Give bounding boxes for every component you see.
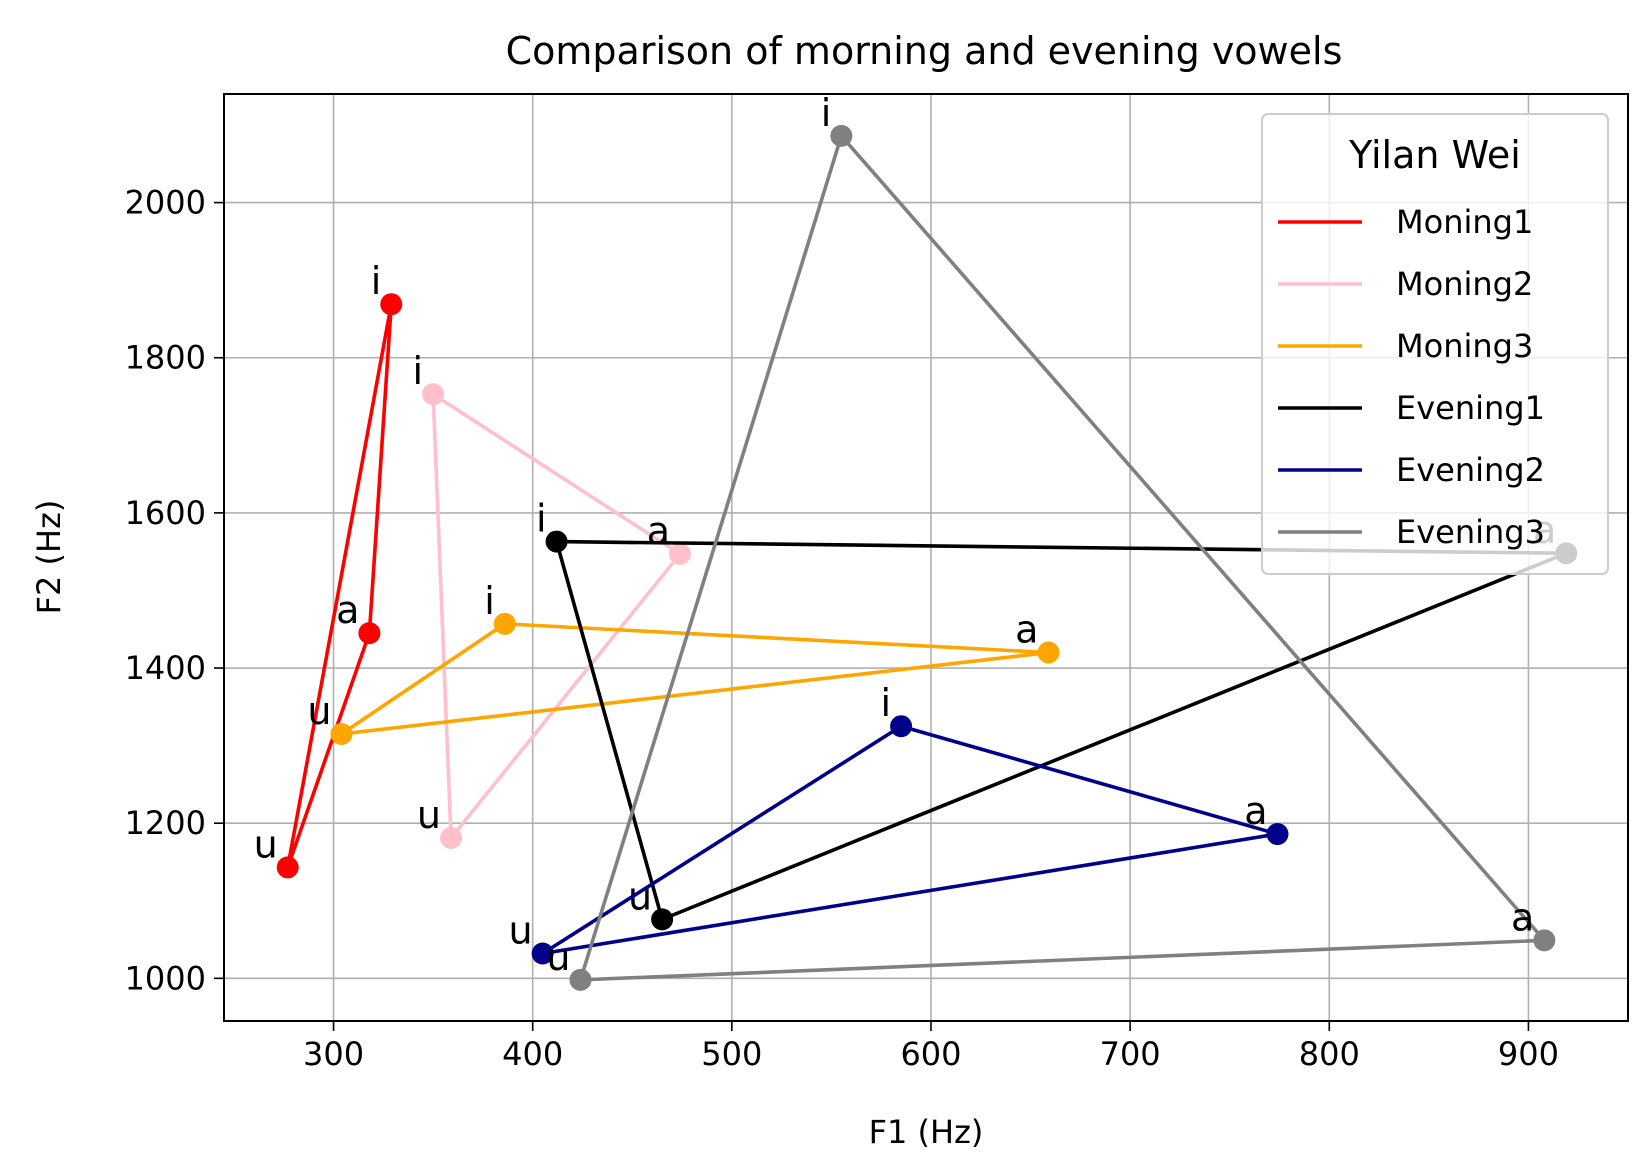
series-moning2: i a u [413, 349, 692, 849]
series-moning3: i a u [307, 579, 1060, 745]
vowel-point [569, 968, 592, 991]
legend-label: Moning2 [1396, 265, 1533, 303]
chart-title: Comparison of morning and evening vowels [506, 29, 1343, 73]
vowel-point [890, 715, 913, 738]
vowel-point [830, 124, 853, 147]
vowel-point [669, 543, 692, 566]
series-line [339, 622, 1051, 736]
vowel-label: i [821, 91, 832, 135]
vowel-point [1266, 823, 1289, 846]
y-tick-label: 1200 [125, 804, 206, 842]
vowel-label: u [254, 822, 278, 866]
series-line [431, 392, 682, 840]
vowel-point [1533, 929, 1556, 952]
x-tick-label: 500 [701, 1035, 762, 1073]
y-tick-label: 1000 [125, 959, 206, 997]
y-tick-label: 1600 [125, 494, 206, 532]
series-line [540, 724, 1280, 956]
vowel-label: a [1244, 789, 1267, 833]
vowel-point [440, 826, 463, 849]
y-tick-label: 1800 [125, 339, 206, 377]
x-tick-label: 600 [900, 1035, 961, 1073]
vowel-label: i [881, 681, 892, 725]
vowel-point [493, 612, 516, 635]
vowel-point [545, 530, 568, 553]
vowel-point [330, 722, 353, 745]
vowel-label: a [1511, 895, 1534, 939]
vowel-point [358, 622, 381, 645]
series-line [554, 539, 1569, 922]
vowel-point [422, 383, 445, 406]
series-line [285, 303, 394, 870]
vowel-label: a [647, 509, 670, 553]
x-axis-label: F1 (Hz) [869, 1113, 984, 1151]
y-tick-label: 2000 [125, 184, 206, 222]
vowel-label: u [546, 935, 570, 979]
vowel-label: i [536, 497, 547, 541]
vowel-point [276, 856, 299, 879]
legend-label: Evening1 [1396, 389, 1545, 427]
vowel-label: u [509, 909, 533, 953]
legend-box [1261, 113, 1609, 575]
y-tick-label: 1400 [125, 649, 206, 687]
vowel-label: i [413, 349, 424, 393]
series-evening2: i a u [509, 681, 1289, 965]
vowel-point [531, 942, 554, 965]
x-tick-label: 800 [1299, 1035, 1360, 1073]
y-axis-label: F2 (Hz) [30, 500, 68, 615]
series-moning1: i a u [254, 259, 403, 879]
x-tick-label: 700 [1100, 1035, 1161, 1073]
legend-label: Evening2 [1396, 451, 1545, 489]
plot-frame [223, 93, 1629, 1022]
legend-label: Moning3 [1396, 327, 1533, 365]
legend: Yilan Wei Moning1 Moning2 Moning3 Evening1 E… [1261, 113, 1609, 575]
vowel-label: a [1015, 608, 1038, 652]
vowel-point [380, 293, 403, 316]
vowel-label: u [307, 689, 331, 733]
vowel-label: i [371, 259, 382, 303]
vowel-point [1037, 641, 1060, 664]
legend-title: Yilan Wei [1348, 133, 1521, 177]
x-tick-label: 400 [502, 1035, 563, 1073]
vowel-point [651, 908, 674, 931]
legend-label: Moning1 [1396, 203, 1533, 241]
axis-ticks: 300 400 500 600 700 800 900 1000 1200 1400 1600 180… [125, 184, 1559, 1073]
vowel-label: a [336, 588, 359, 632]
x-tick-label: 300 [303, 1035, 364, 1073]
vowel-label: u [417, 793, 441, 837]
series-evening3: i a u [546, 91, 1556, 991]
x-tick-label: 900 [1498, 1035, 1559, 1073]
legend-label: Evening3 [1396, 513, 1545, 551]
series-line [578, 134, 1547, 982]
vowel-label: i [484, 579, 495, 623]
series-lines: iauiauiauiauiauiau [254, 91, 1578, 991]
